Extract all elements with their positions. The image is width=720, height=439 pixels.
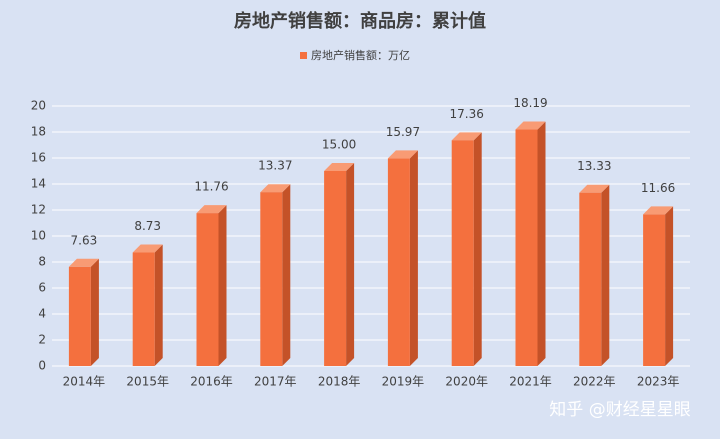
data-label: 15.97 [386,125,420,139]
x-tick-label: 2020年 [445,375,488,389]
x-tick-label: 2021年 [509,375,552,389]
bar-side [218,205,227,366]
bar-top [579,184,610,193]
y-tick-label: 8 [38,255,46,269]
bar-top [451,132,482,141]
bar-side [90,258,99,366]
data-label: 7.63 [71,233,98,247]
bar-top [324,163,355,171]
bar [260,192,283,366]
x-tick-label: 2016年 [190,375,233,389]
data-label: 11.76 [194,180,228,194]
data-label: 18.19 [513,96,547,110]
bar-top [643,206,674,215]
bar-top [132,244,163,253]
bar-top [515,121,546,130]
x-tick-label: 2022年 [573,375,616,389]
legend-swatch [300,52,307,59]
data-label: 8.73 [134,219,161,233]
bar [196,213,219,366]
bar-side [346,163,355,366]
bar-side [665,206,674,366]
data-label: 13.33 [577,159,611,173]
bar-top [68,258,99,267]
y-tick-label: 2 [38,333,46,347]
bar [579,192,602,366]
bar-side [154,244,163,366]
bar-side [537,121,546,366]
data-label: 17.36 [450,107,484,121]
bar [643,214,666,366]
data-label: 15.00 [322,138,356,152]
x-tick-label: 2014年 [63,375,106,389]
bar [132,252,155,366]
y-tick-label: 16 [31,151,46,165]
y-tick-label: 18 [31,125,46,139]
y-tick-label: 10 [31,229,46,243]
bar [387,158,410,366]
y-tick-label: 14 [31,177,46,191]
y-tick-label: 4 [38,307,46,321]
bar [515,129,538,366]
bar-side [409,150,418,366]
bar-top [260,184,291,193]
bar [324,171,347,366]
bar-side [473,132,482,366]
chart-title: 房地产销售额：商品房：累计值 [234,10,486,32]
x-tick-label: 2018年 [318,375,361,389]
bar [451,140,474,366]
x-tick-label: 2017年 [254,375,297,389]
bar-top [196,205,227,214]
bar-side [601,184,610,366]
data-label: 13.37 [258,159,292,173]
bar-side [282,184,291,366]
y-tick-label: 20 [31,99,46,113]
data-label: 11.66 [641,181,675,195]
bar-top [387,150,418,159]
legend-label: 房地产销售额：万亿 [311,48,410,62]
x-tick-label: 2023年 [637,375,680,389]
x-tick-label: 2019年 [382,375,425,389]
y-tick-label: 0 [38,359,46,373]
y-tick-label: 12 [31,203,46,217]
bar [68,266,91,366]
x-tick-label: 2015年 [126,375,169,389]
watermark: 知乎 @财经星星眼 [549,400,690,420]
y-tick-label: 6 [38,281,46,295]
